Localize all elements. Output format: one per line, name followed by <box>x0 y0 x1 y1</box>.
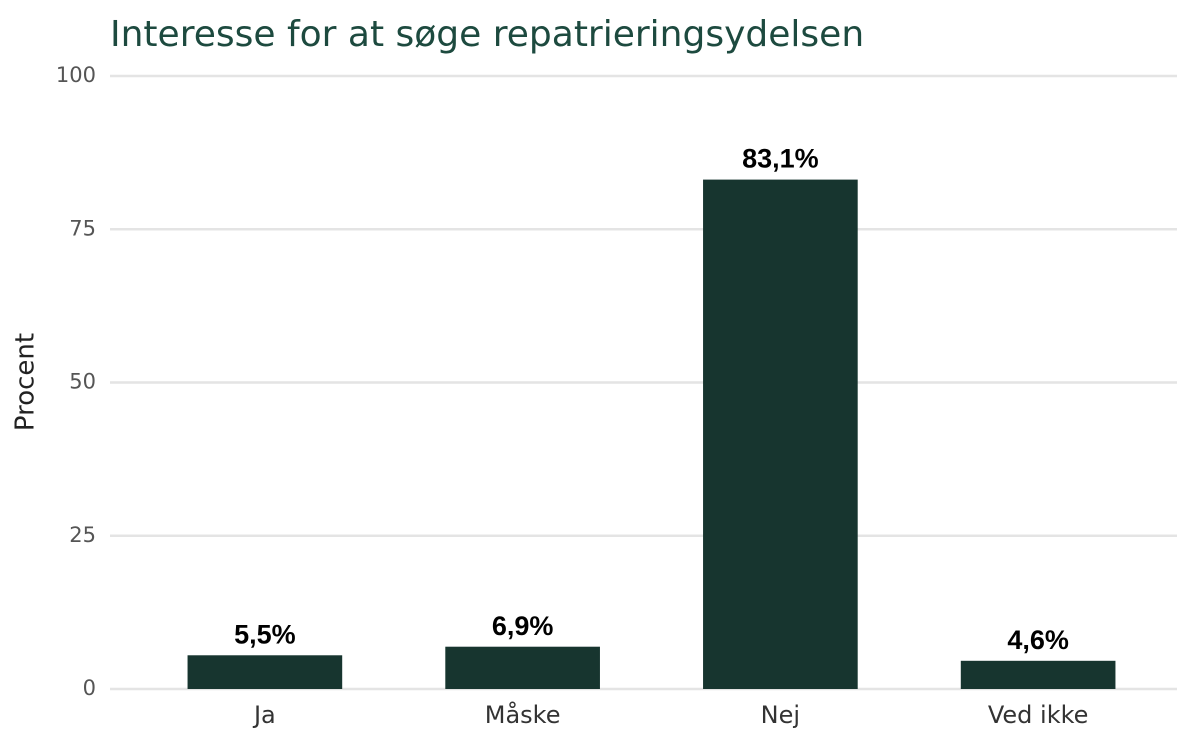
x-tick-label: Måske <box>485 700 561 729</box>
bar <box>703 179 858 690</box>
bar <box>960 660 1116 689</box>
bar <box>187 655 343 689</box>
bar <box>445 646 600 689</box>
data-label: 4,6% <box>1007 625 1069 655</box>
y-tick-label: 100 <box>56 63 96 87</box>
y-tick-label: 50 <box>69 370 96 394</box>
x-tick-label: Nej <box>761 701 800 729</box>
data-label: 6,9% <box>492 611 554 641</box>
data-label: 83,1% <box>742 144 819 174</box>
chart-title: Interesse for at søge repatrieringsydels… <box>110 14 864 55</box>
y-tick-label: 0 <box>83 676 96 700</box>
x-tick-label: Ja <box>252 701 276 729</box>
y-tick-label: 75 <box>69 216 96 240</box>
y-tick-label: 25 <box>69 523 96 547</box>
data-label: 5,5% <box>234 619 296 649</box>
y-axis-label: Procent <box>11 333 41 431</box>
x-tick-label: Ved ikke <box>988 701 1089 729</box>
